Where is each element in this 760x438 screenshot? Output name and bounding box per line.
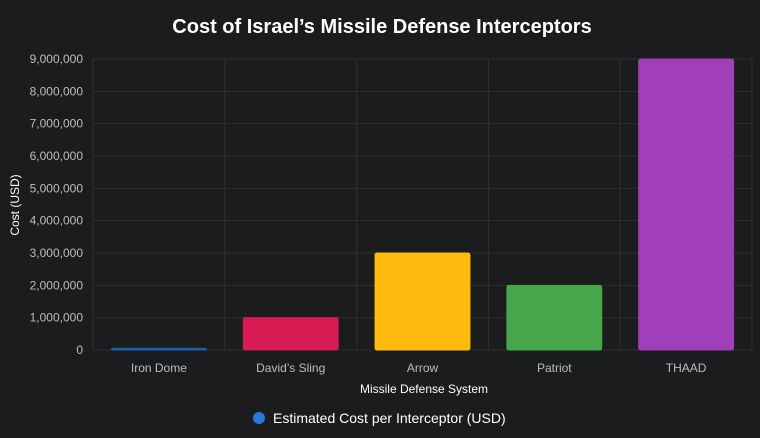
y-tick-label: 5,000,000 — [30, 181, 84, 195]
x-tick-label: Iron Dome — [131, 361, 187, 375]
y-tick-label: 4,000,000 — [30, 214, 84, 228]
legend[interactable]: Estimated Cost per Interceptor (USD) — [253, 410, 506, 426]
y-tick-label: 3,000,000 — [30, 246, 84, 260]
y-tick-label: 9,000,000 — [30, 52, 84, 66]
bar-arrow[interactable] — [374, 252, 471, 351]
legend-label: Estimated Cost per Interceptor (USD) — [273, 410, 506, 426]
y-tick-label: 0 — [76, 343, 83, 357]
x-axis-label: Missile Defense System — [360, 382, 488, 396]
y-tick-label: 1,000,000 — [30, 311, 84, 325]
x-tick-label: David’s Sling — [256, 361, 325, 375]
x-tick-label: Patriot — [537, 361, 572, 375]
y-tick-label: 6,000,000 — [30, 149, 84, 163]
y-tick-label: 8,000,000 — [30, 84, 84, 98]
y-tick-label: 7,000,000 — [30, 117, 84, 131]
y-axis-ticks: 0 1,000,000 2,000,000 3,000,000 4,000,000 5,0… — [30, 52, 84, 357]
x-tick-label: THAAD — [666, 361, 707, 375]
x-tick-label: Arrow — [407, 361, 439, 375]
chart-title: Cost of Israel’s Missile Defense Interce… — [172, 16, 591, 38]
bar-iron-dome[interactable] — [110, 347, 207, 351]
legend-marker — [253, 412, 265, 424]
y-axis-label: Cost (USD) — [8, 174, 22, 235]
bars — [110, 58, 735, 351]
bar-thaad[interactable] — [638, 58, 735, 351]
y-tick-label: 2,000,000 — [30, 278, 84, 292]
grid-lines — [92, 58, 753, 351]
x-axis-ticks: Iron Dome David’s Sling Arrow Patriot THAAD — [131, 361, 707, 375]
bar-patriot[interactable] — [506, 284, 603, 351]
bar-david-s-sling[interactable] — [242, 317, 339, 351]
